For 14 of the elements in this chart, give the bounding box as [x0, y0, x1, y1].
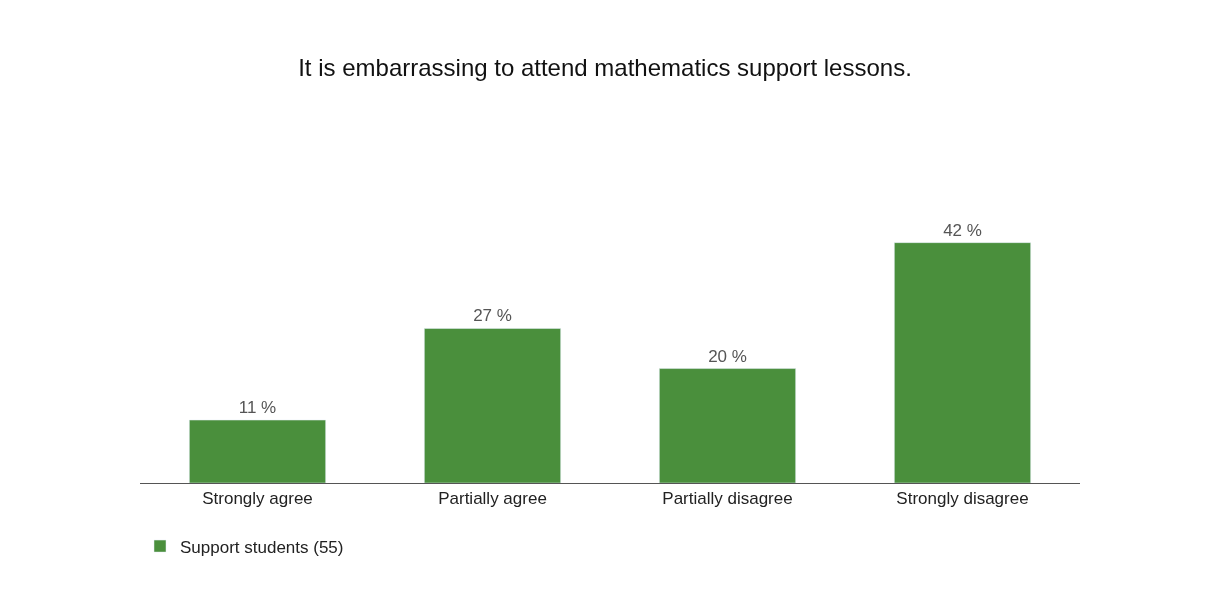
x-tick-label: Partially agree	[438, 489, 547, 509]
x-tick-label: Strongly disagree	[896, 489, 1029, 509]
data-label: 27 %	[473, 306, 512, 326]
data-label: 11 %	[238, 398, 277, 418]
data-label: 20 %	[708, 346, 747, 366]
chart-title: It is embarrassing to attend mathematics support lessons.	[298, 54, 912, 82]
bar	[189, 419, 326, 483]
bar	[424, 328, 561, 483]
data-label: 42 %	[943, 220, 982, 240]
legend-label: Support students (55)	[180, 537, 344, 557]
bar	[894, 242, 1031, 483]
x-tick-label: Partially disagree	[662, 489, 793, 509]
x-tick-label: Strongly agree	[202, 489, 313, 509]
bar	[659, 368, 796, 483]
